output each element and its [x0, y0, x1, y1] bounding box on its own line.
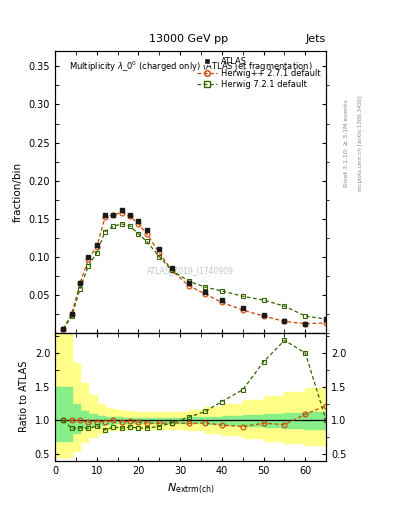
- Herwig++ 2.7.1 default: [241, 307, 245, 313]
- ATLAS: [220, 297, 224, 303]
- Herwig++ 2.7.1 default: [103, 214, 107, 220]
- Legend: ATLAS, Herwig++ 2.7.1 default, Herwig 7.2.1 default: ATLAS, Herwig++ 2.7.1 default, Herwig 7.…: [195, 55, 322, 91]
- Line: Herwig 7.2.1 default: Herwig 7.2.1 default: [63, 224, 326, 329]
- ATLAS: [86, 253, 91, 260]
- Herwig++ 2.7.1 default: [86, 256, 91, 262]
- Herwig 7.2.1 default: [78, 286, 83, 292]
- Herwig 7.2.1 default: [103, 228, 107, 234]
- ATLAS: [261, 312, 266, 318]
- Herwig 7.2.1 default: [111, 223, 116, 229]
- ATLAS: [324, 316, 329, 322]
- ATLAS: [61, 326, 66, 332]
- Herwig 7.2.1 default: [324, 316, 329, 322]
- Herwig 7.2.1 default: [86, 263, 91, 269]
- Herwig 7.2.1 default: [303, 313, 308, 319]
- ATLAS: [157, 246, 162, 252]
- Herwig++ 2.7.1 default: [282, 318, 287, 325]
- Herwig 7.2.1 default: [261, 297, 266, 303]
- Herwig 7.2.1 default: [203, 284, 208, 290]
- Herwig++ 2.7.1 default: [324, 320, 329, 326]
- Herwig 7.2.1 default: [145, 239, 149, 245]
- ATLAS: [241, 305, 245, 311]
- Herwig 7.2.1 default: [61, 326, 66, 332]
- X-axis label: $N_{\mathrm{extrm(ch)}}$: $N_{\mathrm{extrm(ch)}}$: [167, 481, 215, 496]
- ATLAS: [128, 212, 132, 218]
- ATLAS: [282, 317, 287, 324]
- Herwig++ 2.7.1 default: [69, 311, 74, 317]
- Text: Rivet 3.1.10; ≥ 3.1M events: Rivet 3.1.10; ≥ 3.1M events: [344, 99, 349, 187]
- Herwig++ 2.7.1 default: [186, 283, 191, 289]
- ATLAS: [186, 280, 191, 286]
- Text: mcplots.cern.ch [arXiv:1306.3436]: mcplots.cern.ch [arXiv:1306.3436]: [358, 96, 363, 191]
- Herwig 7.2.1 default: [69, 313, 74, 319]
- ATLAS: [94, 242, 99, 248]
- Herwig 7.2.1 default: [282, 303, 287, 309]
- Text: Multiplicity $\lambda\_0^0$ (charged only) (ATLAS jet fragmentation): Multiplicity $\lambda\_0^0$ (charged onl…: [69, 60, 312, 74]
- Herwig++ 2.7.1 default: [111, 212, 116, 218]
- Herwig 7.2.1 default: [157, 253, 162, 260]
- Text: 13000 GeV pp: 13000 GeV pp: [149, 33, 228, 44]
- ATLAS: [111, 212, 116, 218]
- ATLAS: [303, 322, 308, 328]
- Herwig++ 2.7.1 default: [136, 221, 141, 227]
- Line: Herwig++ 2.7.1 default: Herwig++ 2.7.1 default: [63, 212, 326, 329]
- Herwig 7.2.1 default: [136, 231, 141, 237]
- Herwig 7.2.1 default: [128, 223, 132, 229]
- Herwig++ 2.7.1 default: [169, 267, 174, 273]
- Herwig 7.2.1 default: [220, 288, 224, 294]
- Herwig++ 2.7.1 default: [78, 280, 83, 286]
- Herwig++ 2.7.1 default: [303, 321, 308, 327]
- Line: ATLAS: ATLAS: [61, 207, 329, 331]
- Text: Jets: Jets: [306, 33, 326, 44]
- ATLAS: [145, 227, 149, 233]
- Herwig++ 2.7.1 default: [220, 300, 224, 306]
- ATLAS: [119, 206, 124, 212]
- Herwig 7.2.1 default: [94, 250, 99, 256]
- Herwig++ 2.7.1 default: [145, 231, 149, 237]
- Herwig++ 2.7.1 default: [157, 250, 162, 256]
- Herwig 7.2.1 default: [241, 293, 245, 300]
- Herwig++ 2.7.1 default: [61, 326, 66, 332]
- Herwig 7.2.1 default: [186, 278, 191, 284]
- Y-axis label: fraction/bin: fraction/bin: [13, 162, 23, 222]
- Herwig++ 2.7.1 default: [94, 244, 99, 250]
- Herwig++ 2.7.1 default: [128, 214, 132, 220]
- Herwig++ 2.7.1 default: [261, 313, 266, 319]
- Herwig 7.2.1 default: [169, 267, 174, 273]
- ATLAS: [103, 212, 107, 218]
- ATLAS: [136, 218, 141, 224]
- ATLAS: [203, 289, 208, 295]
- Y-axis label: Ratio to ATLAS: Ratio to ATLAS: [19, 361, 29, 433]
- Herwig 7.2.1 default: [119, 221, 124, 227]
- Herwig++ 2.7.1 default: [203, 291, 208, 297]
- ATLAS: [69, 311, 74, 317]
- ATLAS: [169, 265, 174, 271]
- Text: ATLAS_2019_I1740909: ATLAS_2019_I1740909: [147, 266, 234, 275]
- Herwig++ 2.7.1 default: [119, 209, 124, 216]
- ATLAS: [78, 280, 83, 286]
